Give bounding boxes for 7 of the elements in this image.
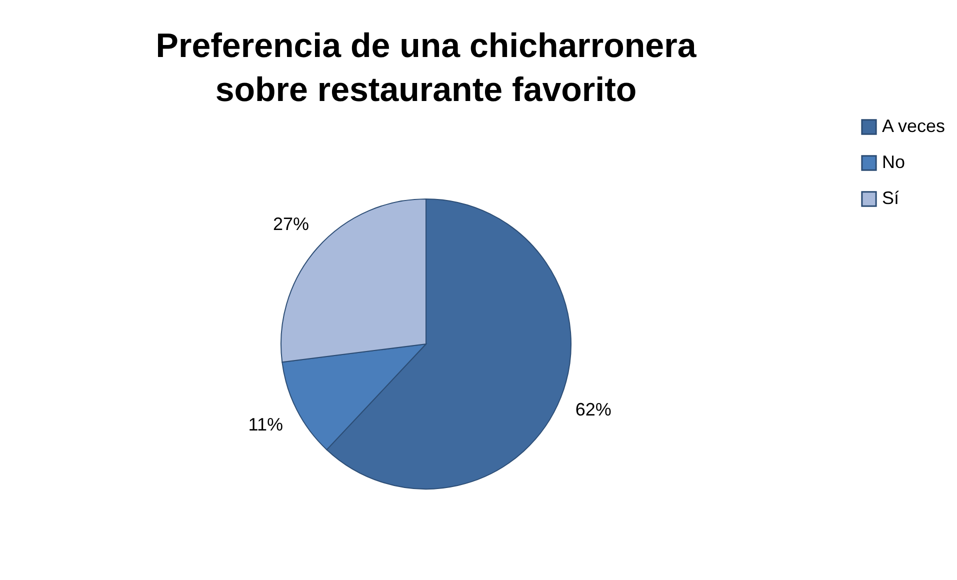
data-label: 27% xyxy=(272,214,309,234)
legend-label: A veces xyxy=(882,116,946,136)
chart-title: Preferencia de una chicharronera sobre restaurante favorito xyxy=(156,27,698,109)
legend-label: No xyxy=(882,152,906,172)
legend-label: Sí xyxy=(882,188,900,208)
data-label: 62% xyxy=(575,399,612,420)
data-label: 11% xyxy=(248,414,283,435)
